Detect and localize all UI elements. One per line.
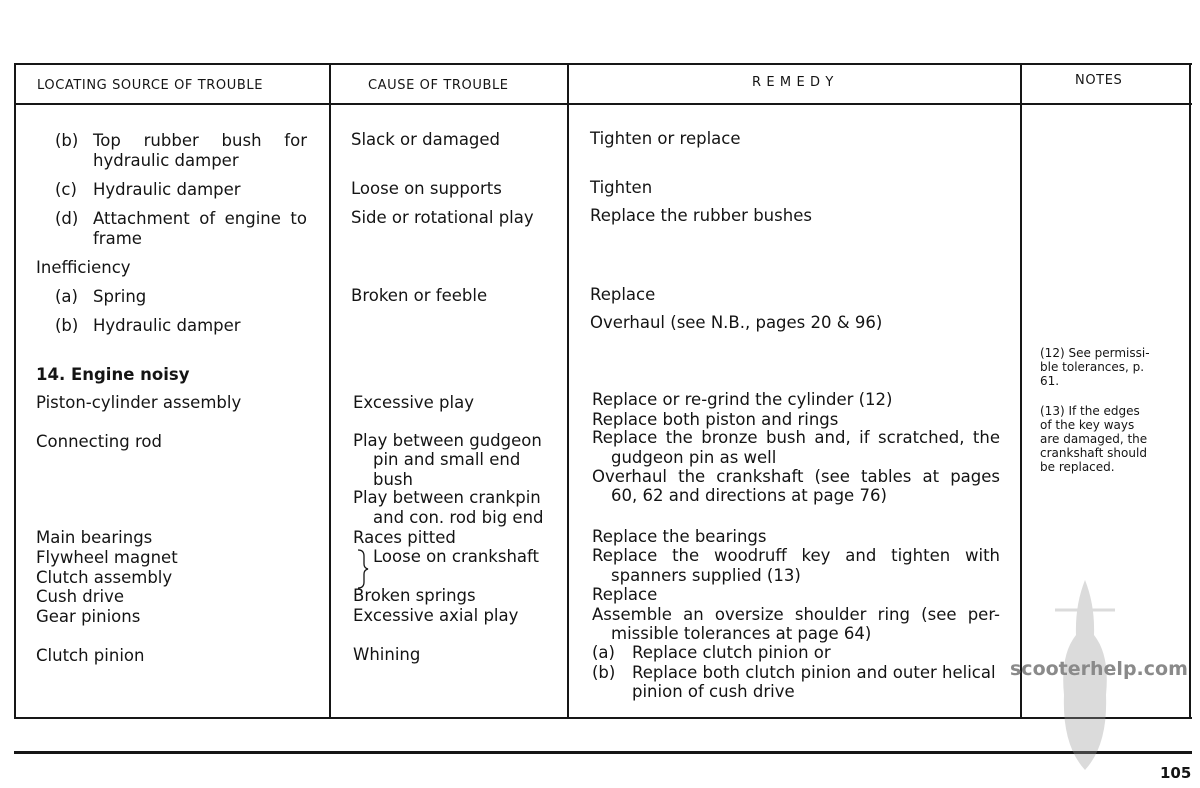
remedy-text: Replace the woodruff key and tighten wit… <box>592 546 1000 565</box>
note-text: crankshaft should <box>1040 446 1147 460</box>
cause-text: pin and small end <box>373 450 521 469</box>
remedy-text: missible tolerances at page 64) <box>611 624 872 643</box>
remedy-text: Overhaul (see N.B., pages 20 & 96) <box>590 313 883 332</box>
locating-text: Top rubber bush for <box>93 131 307 150</box>
locating-text: Spring <box>93 287 147 306</box>
remedy-text: spanners supplied (13) <box>611 566 801 585</box>
section-heading: 14. Engine noisy <box>36 365 190 384</box>
column-divider <box>14 63 16 719</box>
header-locating-source: LOCATING SOURCE OF TROUBLE <box>37 78 264 93</box>
brace-icon <box>357 549 369 589</box>
note-text: ble tolerances, p. <box>1040 360 1145 374</box>
page-footer-rule <box>14 751 1192 754</box>
locating-text: Main bearings <box>36 528 153 547</box>
remedy-text: Replace the bearings <box>592 527 767 546</box>
item-label: (b) <box>55 131 79 150</box>
header-bottom-rule <box>14 103 1192 105</box>
remedy-text: Replace both clutch pinion and outer hel… <box>632 663 996 682</box>
item-label: (b) <box>592 663 616 682</box>
cause-text: Broken springs <box>353 586 476 605</box>
locating-text: Hydraulic damper <box>93 316 241 335</box>
table-top-rule <box>14 63 1192 65</box>
page-number: 105 <box>1160 764 1192 782</box>
cause-text: Side or rotational play <box>351 208 534 227</box>
item-label: (c) <box>55 180 77 199</box>
item-label: (d) <box>55 209 79 228</box>
note-text: 61. <box>1040 374 1060 388</box>
remedy-text: Replace or re-grind the cylinder (12) <box>592 390 893 409</box>
note-text: be replaced. <box>1040 460 1115 474</box>
cause-text: and con. rod big end <box>373 508 544 527</box>
table-bottom-rule <box>14 717 1192 719</box>
note-text: (13) If the edges <box>1040 404 1140 418</box>
remedy-text: Replace the rubber bushes <box>590 206 812 225</box>
cause-text: Play between gudgeon <box>353 431 542 450</box>
cause-text: Loose on supports <box>351 179 502 198</box>
cause-text: Excessive axial play <box>353 606 519 625</box>
item-label: (a) <box>55 287 78 306</box>
header-cause: CAUSE OF TROUBLE <box>368 78 509 93</box>
remedy-text: Assemble an oversize shoulder ring (see … <box>592 605 1000 624</box>
cause-text: Excessive play <box>353 393 474 412</box>
locating-text: Clutch pinion <box>36 646 145 665</box>
locating-text: Flywheel magnet <box>36 548 178 567</box>
remedy-text: 60, 62 and directions at page 76) <box>611 486 887 505</box>
column-divider <box>567 63 569 719</box>
cause-text: Races pitted <box>353 528 456 547</box>
locating-text: Attachment of engine to <box>93 209 307 228</box>
remedy-text: Replace the bronze bush and, if scratche… <box>592 428 1000 447</box>
remedy-text: Tighten or replace <box>590 129 741 148</box>
remedy-text: Overhaul the crankshaft (see tables at p… <box>592 467 1000 486</box>
remedy-text: Replace both piston and rings <box>592 410 839 429</box>
item-label: (b) <box>55 316 79 335</box>
watermark-text: scooterhelp.com <box>1010 658 1188 680</box>
cause-text: Slack or damaged <box>351 130 501 149</box>
locating-text: Cush drive <box>36 587 125 606</box>
note-text: (12) See permissi- <box>1040 346 1150 360</box>
remedy-text: Replace <box>590 285 656 304</box>
locating-text: Connecting rod <box>36 432 162 451</box>
column-divider <box>329 63 331 719</box>
header-notes: NOTES <box>1075 73 1123 88</box>
locating-text: Inefficiency <box>36 258 131 277</box>
item-label: (a) <box>592 643 615 662</box>
remedy-text: Replace clutch pinion or <box>632 643 831 662</box>
locating-text: Clutch assembly <box>36 568 173 587</box>
scooter-watermark-icon <box>1055 580 1115 770</box>
note-text: are damaged, the <box>1040 432 1148 446</box>
locating-text: Piston-cylinder assembly <box>36 393 242 412</box>
column-divider <box>1020 63 1022 719</box>
cause-text: bush <box>373 470 413 489</box>
remedy-text: gudgeon pin as well <box>611 448 777 467</box>
header-remedy: R E M E D Y <box>752 75 834 90</box>
cause-text: Loose on crankshaft <box>373 547 540 566</box>
cause-text: Broken or feeble <box>351 286 488 305</box>
column-divider <box>1189 63 1191 719</box>
locating-text: Gear pinions <box>36 607 141 626</box>
locating-text: frame <box>93 229 142 248</box>
locating-text: Hydraulic damper <box>93 180 241 199</box>
cause-text: Whining <box>353 645 421 664</box>
remedy-text: Tighten <box>590 178 653 197</box>
cause-text: Play between crankpin <box>353 488 541 507</box>
note-text: of the key ways <box>1040 418 1135 432</box>
remedy-text: Replace <box>592 585 658 604</box>
remedy-text: pinion of cush drive <box>632 682 795 701</box>
locating-text: hydraulic damper <box>93 151 239 170</box>
